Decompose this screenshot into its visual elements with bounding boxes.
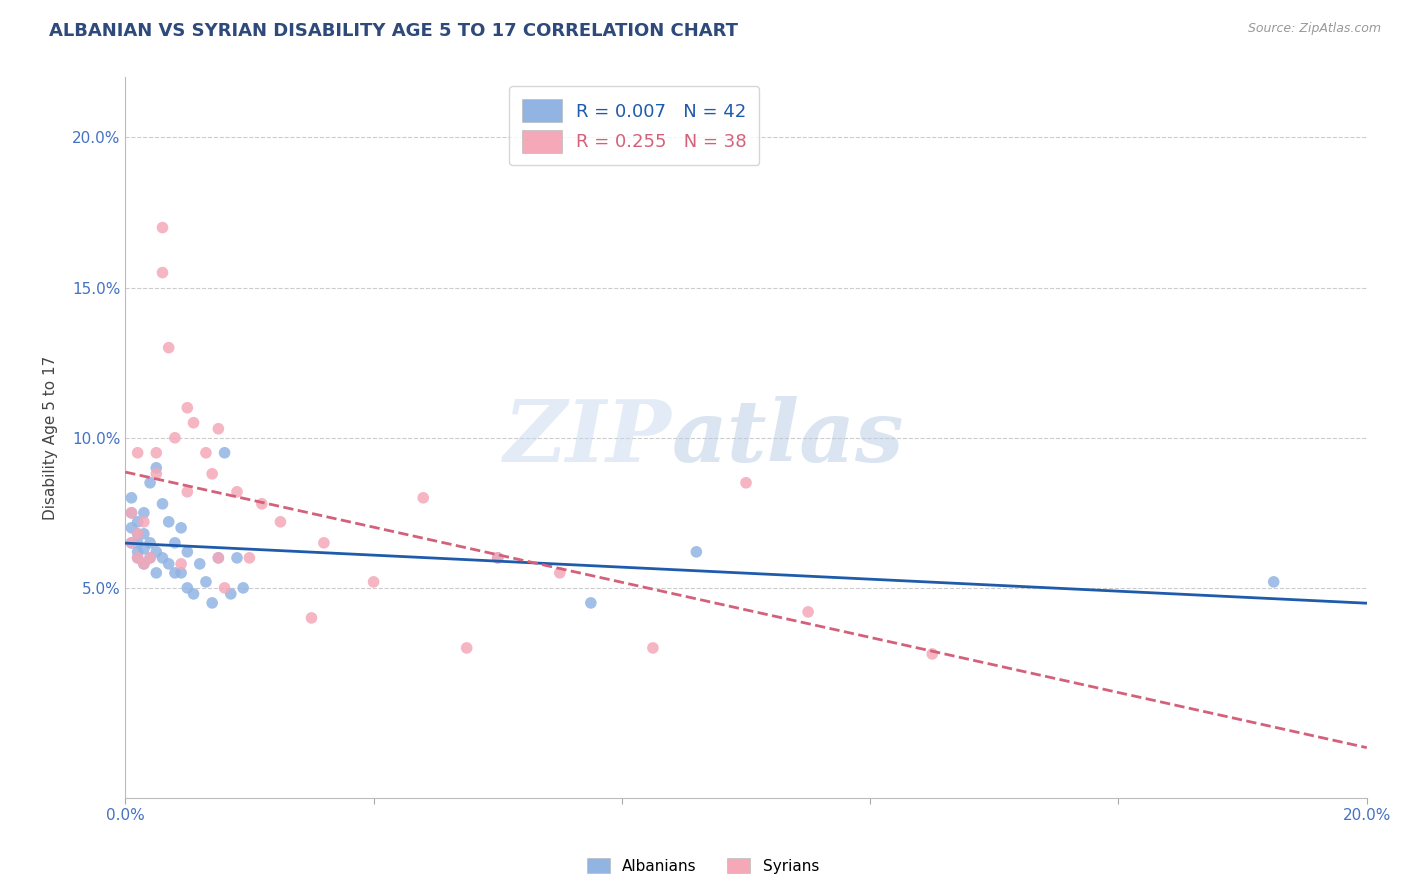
Point xyxy=(145,545,167,559)
Point xyxy=(194,446,217,460)
Point xyxy=(456,640,478,655)
Point xyxy=(127,515,149,529)
Point xyxy=(301,611,323,625)
Point xyxy=(183,416,205,430)
Point xyxy=(486,550,509,565)
Point xyxy=(685,545,707,559)
Point xyxy=(214,581,236,595)
Point xyxy=(127,550,149,565)
Point xyxy=(132,557,155,571)
Point xyxy=(226,550,249,565)
Point xyxy=(145,460,167,475)
Point xyxy=(170,557,193,571)
Point xyxy=(139,536,162,550)
Point xyxy=(120,536,142,550)
Point xyxy=(176,545,198,559)
Point xyxy=(641,640,664,655)
Point xyxy=(207,422,229,436)
Point xyxy=(157,341,180,355)
Point xyxy=(120,491,142,505)
Point xyxy=(1263,574,1285,589)
Text: ZIP: ZIP xyxy=(503,396,672,480)
Point xyxy=(163,431,186,445)
Point xyxy=(152,220,174,235)
Point xyxy=(579,596,602,610)
Point xyxy=(214,446,236,460)
Point xyxy=(250,497,273,511)
Point xyxy=(797,605,820,619)
Point xyxy=(120,536,142,550)
Point xyxy=(219,587,242,601)
Point xyxy=(170,521,193,535)
Point xyxy=(486,550,509,565)
Point xyxy=(157,515,180,529)
Point xyxy=(170,566,193,580)
Point xyxy=(127,446,149,460)
Point xyxy=(139,550,162,565)
Text: atlas: atlas xyxy=(672,396,904,480)
Point xyxy=(312,536,335,550)
Point xyxy=(145,566,167,580)
Point xyxy=(548,566,571,580)
Point xyxy=(921,647,943,661)
Point xyxy=(201,596,224,610)
Point xyxy=(127,526,149,541)
Legend: R = 0.007   N = 42, R = 0.255   N = 38: R = 0.007 N = 42, R = 0.255 N = 38 xyxy=(509,87,759,165)
Point xyxy=(207,550,229,565)
Point xyxy=(127,526,149,541)
Point xyxy=(238,550,260,565)
Point xyxy=(152,266,174,280)
Point xyxy=(207,550,229,565)
Point xyxy=(176,401,198,415)
Point xyxy=(363,574,385,589)
Point xyxy=(183,587,205,601)
Point xyxy=(412,491,434,505)
Point xyxy=(226,484,249,499)
Point xyxy=(127,536,149,550)
Text: Source: ZipAtlas.com: Source: ZipAtlas.com xyxy=(1247,22,1381,36)
Point xyxy=(145,446,167,460)
Point xyxy=(232,581,254,595)
Point xyxy=(194,574,217,589)
Point xyxy=(127,545,149,559)
Point xyxy=(152,550,174,565)
Point xyxy=(132,541,155,556)
Point xyxy=(152,497,174,511)
Point xyxy=(163,536,186,550)
Point xyxy=(127,550,149,565)
Point xyxy=(120,521,142,535)
Point xyxy=(132,515,155,529)
Point xyxy=(163,566,186,580)
Point xyxy=(132,526,155,541)
Point xyxy=(139,550,162,565)
Point xyxy=(157,557,180,571)
Point xyxy=(735,475,758,490)
Point xyxy=(139,475,162,490)
Text: ALBANIAN VS SYRIAN DISABILITY AGE 5 TO 17 CORRELATION CHART: ALBANIAN VS SYRIAN DISABILITY AGE 5 TO 1… xyxy=(49,22,738,40)
Point xyxy=(132,557,155,571)
Point xyxy=(176,484,198,499)
Point xyxy=(145,467,167,481)
Point xyxy=(132,506,155,520)
Point xyxy=(176,581,198,595)
Legend: Albanians, Syrians: Albanians, Syrians xyxy=(581,852,825,880)
Point xyxy=(120,506,142,520)
Point xyxy=(269,515,291,529)
Point xyxy=(201,467,224,481)
Y-axis label: Disability Age 5 to 17: Disability Age 5 to 17 xyxy=(44,356,58,520)
Point xyxy=(188,557,211,571)
Point xyxy=(120,506,142,520)
